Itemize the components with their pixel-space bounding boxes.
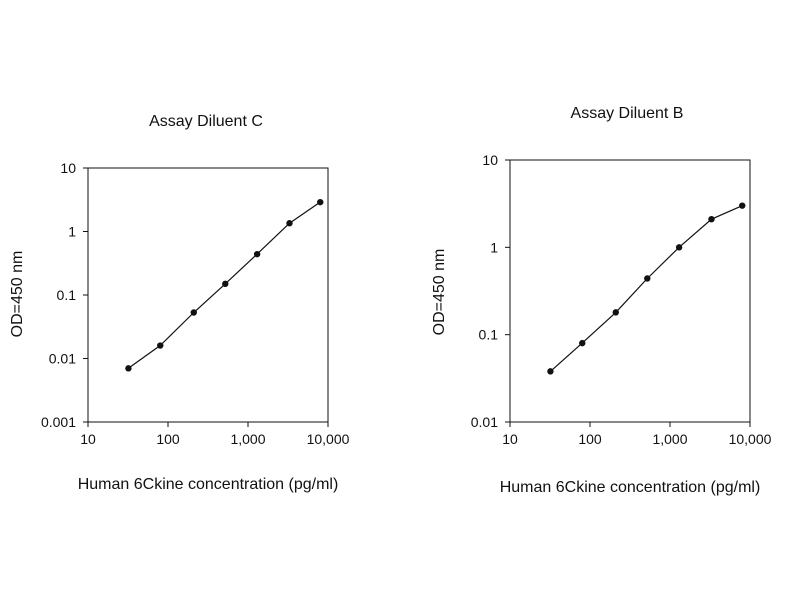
x-tick-label: 10 (502, 431, 518, 447)
y-tick-label: 0.001 (41, 414, 76, 430)
y-tick-label: 10 (60, 160, 76, 176)
data-point (579, 339, 586, 347)
data-point (612, 309, 619, 316)
data-point (190, 309, 197, 316)
y-tick-label: 1 (68, 224, 76, 240)
x-tick-label: 100 (578, 431, 602, 447)
chart-right-xlabel: Human 6Ckine concentration (pg/ml) (500, 479, 761, 496)
chart-left-series (125, 198, 324, 372)
data-point (739, 202, 746, 209)
data-point (125, 365, 132, 372)
data-point (317, 198, 324, 206)
data-point (644, 275, 651, 282)
chart-right-title: Assay Diluent B (571, 105, 684, 122)
chart-right-ylabel: OD=450 nm (431, 249, 448, 336)
x-tick-label: 10,000 (729, 431, 772, 447)
x-tick-label: 1,000 (230, 431, 265, 447)
chart-left-xlabel: Human 6Ckine concentration (pg/ml) (78, 476, 339, 493)
chart-right-y-axis: 0.01 0.1 1 10 (471, 152, 510, 430)
chart-left-title: Assay Diluent C (149, 113, 263, 130)
chart-right-series (547, 202, 746, 375)
chart-left-ylabel: OD=450 nm (9, 251, 26, 338)
y-tick-label: 0.01 (49, 351, 76, 367)
data-point (547, 368, 554, 375)
chart-right-plot-frame (509, 159, 751, 423)
data-point (157, 342, 164, 349)
data-point (708, 215, 715, 223)
chart-left-y-axis: 0.001 0.01 0.1 1 10 (41, 160, 88, 430)
data-point (253, 250, 261, 258)
series-line (550, 205, 743, 372)
chart-right: Assay Diluent B OD=450 nm Human 6Ckine c… (431, 105, 772, 496)
data-point (675, 244, 683, 251)
y-tick-label: 0.1 (57, 287, 77, 303)
y-tick-label: 10 (482, 152, 498, 168)
y-tick-label: 0.1 (479, 327, 499, 343)
x-tick-label: 10,000 (307, 431, 350, 447)
x-tick-label: 10 (80, 431, 96, 447)
data-point (286, 220, 293, 227)
data-point (222, 280, 229, 288)
chart-left: Assay Diluent C OD=450 nm Human 6Ckine c… (9, 113, 350, 493)
x-tick-label: 1,000 (652, 431, 687, 447)
x-tick-label: 100 (156, 431, 180, 447)
y-tick-label: 0.01 (471, 414, 498, 430)
chart-left-plot-frame (87, 167, 329, 423)
chart-right-x-axis: 10 100 1,000 10,000 (502, 422, 772, 447)
y-tick-label: 1 (490, 239, 498, 255)
chart-left-x-axis: 10 100 1,000 10,000 (80, 422, 350, 447)
